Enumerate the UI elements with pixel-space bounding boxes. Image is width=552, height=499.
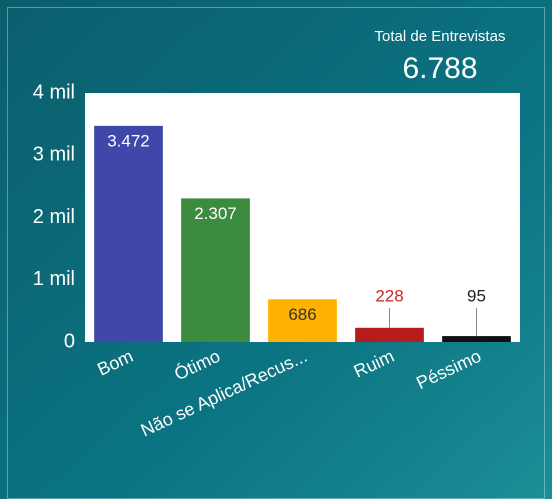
value-label: 228: [375, 286, 403, 305]
y-tick-label: 0: [64, 330, 75, 352]
y-tick-label: 1 mil: [33, 268, 75, 290]
bar: [355, 327, 424, 342]
y-tick-label: 3 mil: [33, 144, 75, 166]
value-label: 2.307: [194, 204, 237, 223]
bar: [181, 198, 250, 342]
value-label: 686: [288, 305, 316, 324]
total-value: 6.788: [402, 52, 477, 85]
bar: [94, 125, 163, 342]
y-tick-label: 4 mil: [33, 81, 75, 103]
value-label: 3.472: [107, 131, 150, 150]
bar: [268, 299, 337, 342]
value-label: 95: [467, 286, 486, 305]
bar: [442, 336, 511, 342]
y-tick-label: 2 mil: [33, 206, 75, 228]
total-title: Total de Entrevistas: [375, 28, 506, 45]
